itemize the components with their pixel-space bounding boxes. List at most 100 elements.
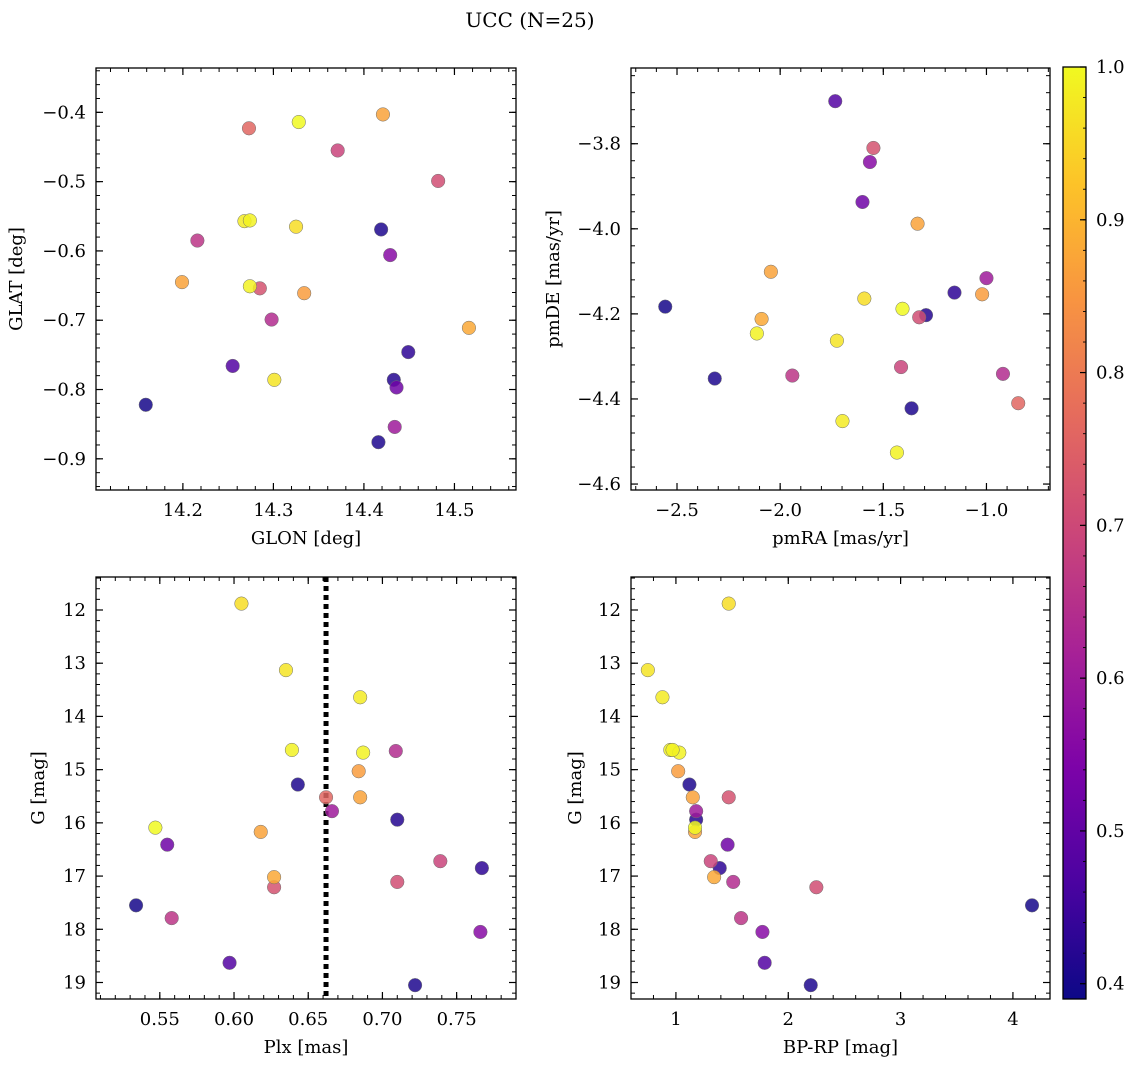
scatter-point (267, 372, 282, 387)
scatter-point (889, 445, 904, 460)
scatter-point (164, 911, 179, 926)
colorbar-tick-label: 0.6 (1096, 668, 1125, 689)
scatter-point (324, 804, 340, 819)
y-tick-label: 18 (63, 919, 86, 940)
x-tick-label: −2.5 (655, 500, 699, 521)
scatter-point (893, 360, 909, 375)
ticks: 0.55 0.60 0.65 0.70 0.75 12 13 14 15 16 17 18 19 (63, 577, 516, 1030)
scatter-point (910, 216, 925, 231)
scatter-point (461, 320, 476, 335)
scatter-point (866, 140, 881, 156)
scatter-point (975, 287, 990, 302)
x-axis-label: GLON [deg] (251, 528, 361, 549)
y-tick-label: 15 (63, 760, 86, 781)
scatter-point (160, 837, 175, 852)
x-axis-label: pmRA [mas/yr] (772, 528, 909, 549)
axes-frame (95, 576, 517, 1000)
x-tick-label: 4 (1007, 1009, 1018, 1030)
scatter-point (720, 837, 735, 852)
scatter-point (129, 898, 144, 913)
colorbar-tick-label: 0.4 (1096, 974, 1125, 995)
y-tick-label: −3.8 (577, 134, 621, 155)
x-tick-label: −1.5 (861, 500, 905, 521)
axes-frame (95, 67, 517, 491)
panels: 14.2 14.3 14.4 14.5 −0.4 −0.5 −0.6 −0.7 −0.8 −0.9… (6, 67, 1051, 1058)
scatter-point (1024, 898, 1040, 913)
y-tick-label: −0.9 (42, 449, 86, 470)
colorbar-tick-label: 0.8 (1096, 363, 1125, 384)
scatter-point (234, 596, 249, 611)
scatter-point (383, 248, 398, 263)
y-tick-label: 12 (63, 600, 86, 621)
y-tick-label: −0.4 (42, 102, 86, 123)
scatter-point (763, 264, 778, 279)
scatter-point (474, 861, 489, 876)
scatter-point (388, 743, 403, 759)
scatter-point (291, 114, 306, 130)
scatter-point (297, 286, 312, 301)
scatter-point (241, 121, 257, 136)
scatter-points (658, 94, 1026, 460)
x-tick-label: 0.65 (288, 1009, 328, 1030)
scatter-point (473, 924, 488, 939)
scatter-point (689, 804, 704, 819)
scatter-point (754, 311, 769, 327)
y-tick-label: 16 (63, 813, 86, 834)
scatter-point (803, 978, 818, 993)
x-tick-label: −2.0 (758, 500, 802, 521)
scatter-point (995, 366, 1011, 381)
scatter-point (755, 924, 770, 939)
scatter-point (242, 213, 257, 228)
y-tick-label: 14 (63, 706, 86, 727)
scatter-point (912, 310, 927, 325)
x-tick-label: 14.5 (434, 500, 474, 521)
colorbar-tick-label: 0.9 (1096, 210, 1125, 231)
scatter-point (225, 358, 240, 374)
colorbar-tick-label: 1.0 (1096, 57, 1125, 78)
scatter-points (138, 107, 476, 450)
scatter-panel-1: 14.2 14.3 14.4 14.5 −0.4 −0.5 −0.6 −0.7 −0.8 −0.9… (6, 67, 517, 549)
scatter-point (371, 435, 386, 450)
x-tick-label: 3 (895, 1009, 906, 1030)
colorbar-gradient (1062, 66, 1087, 1000)
y-tick-label: 19 (63, 973, 86, 994)
scatter-point (707, 870, 722, 885)
scatter-point (721, 790, 736, 805)
ticks: −2.5 −2.0 −1.5 −1.0 −3.8 −4.0 −4.2 −4.4 −4.6 (577, 68, 1050, 521)
scatter-point (749, 326, 764, 341)
scatter-point (138, 397, 153, 412)
x-tick-label: 0.75 (437, 1009, 477, 1030)
scatter-point (829, 333, 844, 348)
scatter-point (828, 94, 843, 109)
scatter-point (330, 143, 345, 158)
y-tick-label: 12 (598, 600, 621, 621)
scatter-point (351, 764, 366, 779)
scatter-point (707, 371, 722, 386)
scatter-point (318, 790, 334, 805)
scatter-point (374, 222, 389, 237)
scatter-point (353, 790, 368, 805)
figure-title: UCC (N=25) (465, 8, 594, 32)
scatter-point (353, 690, 368, 705)
scatter-point (278, 663, 294, 678)
scatter-point (682, 777, 697, 792)
axes-frame (630, 67, 1051, 491)
axes-frame (630, 576, 1051, 1000)
y-tick-label: 15 (598, 760, 621, 781)
scatter-point (785, 368, 800, 383)
colorbar: 0.4 0.5 0.6 0.7 0.8 0.9 1.0 (1062, 57, 1125, 1000)
scatter-point (222, 955, 237, 970)
y-tick-label: 16 (598, 813, 621, 834)
scatter-point (895, 301, 910, 316)
scatter-point (267, 870, 282, 885)
scatter-point (655, 690, 670, 705)
scatter-point (408, 978, 423, 993)
y-tick-label: 13 (63, 653, 86, 674)
x-tick-label: 14.4 (344, 500, 384, 521)
scatter-point (242, 279, 257, 294)
y-axis-label: GLAT [deg] (6, 227, 27, 331)
x-tick-label: 2 (783, 1009, 794, 1030)
y-tick-label: −0.7 (42, 310, 86, 331)
